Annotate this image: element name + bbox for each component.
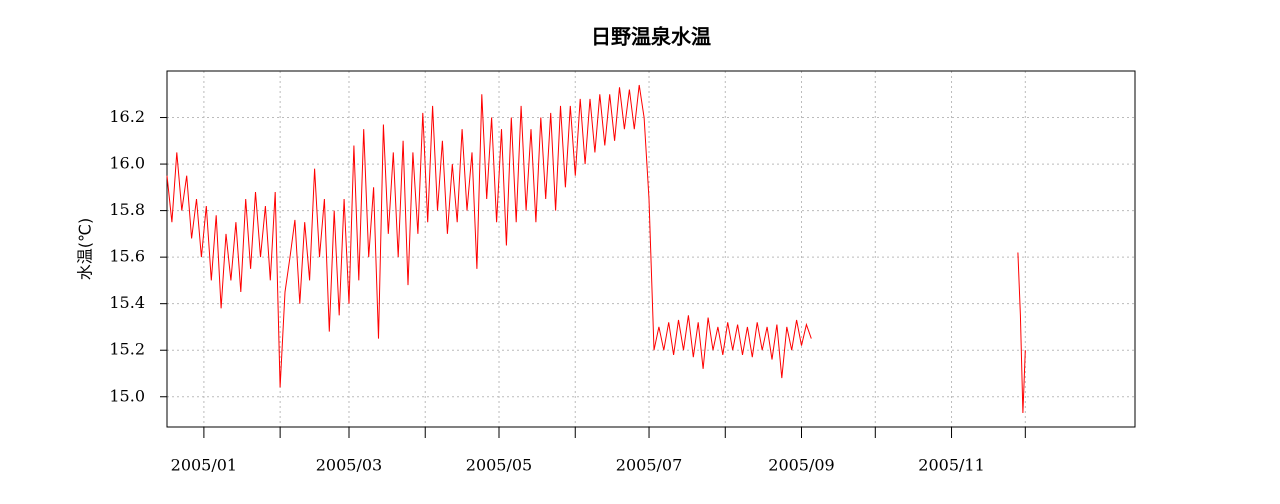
y-tick-label: 15.6 — [109, 247, 145, 266]
x-tick-label: 2005/09 — [768, 456, 834, 475]
chart-title: 日野温泉水温 — [591, 25, 711, 49]
y-axis-label: 水温(℃) — [76, 218, 95, 280]
x-tick-label: 2005/05 — [466, 456, 532, 475]
data-line — [166, 84, 1026, 414]
x-tick-label: 2005/01 — [171, 456, 237, 475]
y-tick-label: 15.4 — [109, 293, 145, 312]
y-tick-label: 16.2 — [109, 107, 145, 126]
y-tick-label: 15.0 — [109, 386, 145, 405]
x-tick-label: 2005/11 — [918, 456, 984, 475]
x-tick-label: 2005/07 — [616, 456, 682, 475]
y-tick-label: 15.2 — [109, 340, 145, 359]
y-tick-label: 15.8 — [109, 200, 145, 219]
plot-frame — [166, 70, 1136, 428]
y-tick-label: 16.0 — [109, 154, 145, 173]
x-tick-label: 2005/03 — [316, 456, 382, 475]
